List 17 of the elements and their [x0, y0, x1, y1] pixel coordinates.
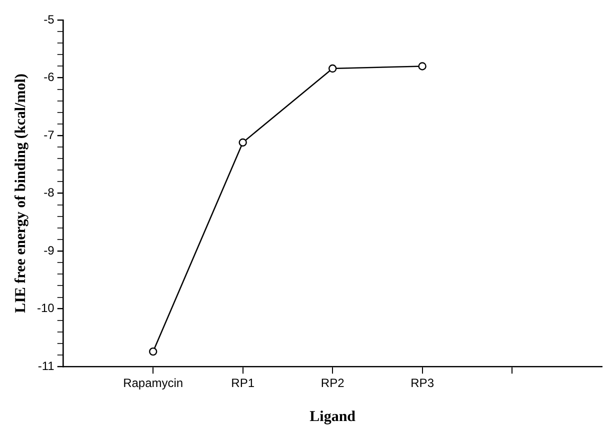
y-tick-label: -11	[38, 358, 55, 373]
point	[328, 64, 337, 73]
point	[148, 347, 158, 356]
x-tick-label: RP3	[410, 376, 434, 390]
y-tick-label: -8	[44, 186, 55, 200]
x-tick-label: RP2	[320, 376, 345, 390]
y-axis-title: LIE free energy of binding (kcal/mol)	[12, 74, 29, 313]
y-tick-label: -9	[44, 243, 55, 258]
point	[418, 62, 426, 70]
x-tick-label: RP1	[231, 376, 255, 390]
x-axis-title: Ligand	[310, 408, 356, 425]
x-tick-label: Rapamycin	[123, 376, 184, 390]
point	[238, 138, 247, 147]
y-tick-label: -6	[44, 70, 55, 84]
y-tick-label: -7	[44, 128, 55, 142]
y-tick-label: -10	[37, 301, 55, 316]
y-tick-label: -5	[44, 12, 55, 26]
